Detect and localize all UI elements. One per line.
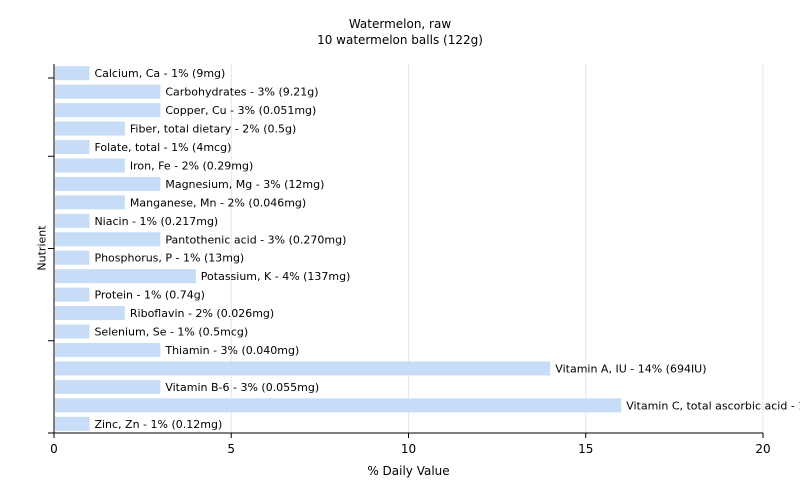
bar bbox=[55, 103, 161, 118]
bar-label: Protein - 1% (0.74g) bbox=[94, 289, 205, 302]
bar-label: Folate, total - 1% (4mcg) bbox=[94, 141, 231, 154]
bar bbox=[55, 306, 125, 321]
x-axis-label: % Daily Value bbox=[367, 464, 450, 478]
chart-subtitle: 10 watermelon balls (122g) bbox=[317, 33, 483, 47]
bar-label: Manganese, Mn - 2% (0.046mg) bbox=[130, 196, 306, 209]
bar bbox=[55, 158, 125, 173]
bar-label: Niacin - 1% (0.217mg) bbox=[94, 215, 218, 228]
bar bbox=[55, 84, 161, 99]
bar bbox=[55, 121, 125, 136]
bar-label: Vitamin A, IU - 14% (694IU) bbox=[555, 362, 706, 375]
bar-label: Carbohydrates - 3% (9.21g) bbox=[165, 86, 318, 99]
bar bbox=[55, 232, 161, 247]
bar bbox=[55, 398, 622, 413]
bar-label: Vitamin B-6 - 3% (0.055mg) bbox=[165, 381, 319, 394]
bar-label: Calcium, Ca - 1% (9mg) bbox=[94, 67, 225, 80]
bar bbox=[55, 176, 161, 191]
bar-label: Vitamin C, total ascorbic acid - 16% (9.… bbox=[626, 399, 800, 412]
bar bbox=[55, 140, 90, 155]
bar bbox=[55, 287, 90, 302]
x-tick-label: 0 bbox=[50, 442, 58, 456]
bar-label: Potassium, K - 4% (137mg) bbox=[201, 270, 351, 283]
x-tick-label: 10 bbox=[401, 442, 416, 456]
bar-label: Riboflavin - 2% (0.026mg) bbox=[130, 307, 274, 320]
bar-label: Copper, Cu - 3% (0.051mg) bbox=[165, 104, 316, 117]
chart-title: Watermelon, raw bbox=[348, 17, 452, 31]
x-tick-label: 5 bbox=[227, 442, 235, 456]
bar-label: Thiamin - 3% (0.040mg) bbox=[164, 344, 299, 357]
x-tick-label: 20 bbox=[755, 442, 770, 456]
bar bbox=[55, 250, 90, 265]
bar bbox=[55, 416, 90, 431]
bar-label: Selenium, Se - 1% (0.5mcg) bbox=[94, 326, 248, 339]
bar-label: Phosphorus, P - 1% (13mg) bbox=[94, 252, 244, 265]
bar bbox=[55, 213, 90, 228]
bar-label: Pantothenic acid - 3% (0.270mg) bbox=[165, 233, 346, 246]
bar bbox=[55, 66, 90, 81]
y-axis-label: Nutrient bbox=[35, 225, 49, 271]
bar bbox=[55, 361, 551, 376]
bar bbox=[55, 342, 161, 357]
bar bbox=[55, 324, 90, 339]
bar bbox=[55, 195, 125, 210]
bar bbox=[55, 269, 196, 284]
bar-label: Zinc, Zn - 1% (0.12mg) bbox=[94, 418, 222, 431]
bar bbox=[55, 379, 161, 394]
x-tick-label: 15 bbox=[578, 442, 593, 456]
bar-label: Iron, Fe - 2% (0.29mg) bbox=[130, 159, 253, 172]
bar-label: Magnesium, Mg - 3% (12mg) bbox=[165, 178, 324, 191]
bar-label: Fiber, total dietary - 2% (0.5g) bbox=[130, 123, 296, 136]
